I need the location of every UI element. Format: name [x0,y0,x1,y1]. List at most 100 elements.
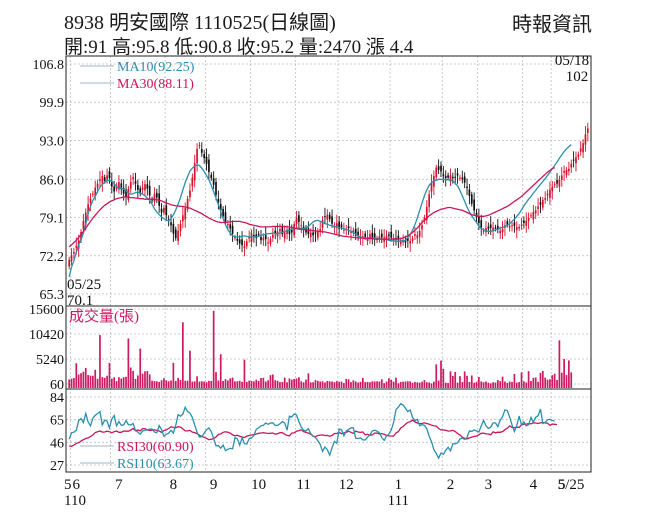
rsi30-legend: RSI30(60.90) [117,440,194,455]
volume-bar [96,378,99,388]
candle-body [324,216,326,218]
volume-bar [326,380,329,388]
candle-body [255,234,258,239]
candle-body [499,230,502,234]
candle-body [208,159,210,173]
candle-body [492,227,494,231]
volume-bar [480,381,483,388]
candle-body [553,184,556,186]
candle-body [328,214,331,220]
volume-bar [354,381,357,388]
candle-body [96,183,99,188]
volume-bar [388,378,390,388]
grid-lines [66,56,591,472]
volume-bar [459,376,461,388]
ma10-legend: MA10(92.25) [117,60,195,75]
volume-bar [558,340,561,388]
volume-bar [293,378,296,388]
candle-body [174,229,177,239]
candle-body [231,225,234,234]
volume-bar [108,362,111,388]
candle-body [113,186,116,192]
candle-body [418,230,421,237]
candle-body [120,183,123,190]
volume-bar [286,382,288,388]
candle-body [127,188,130,200]
candle-body [75,245,78,248]
candle-body [279,229,281,232]
volume-bar [451,375,454,388]
candle-body [243,246,246,248]
volume-bar [177,377,179,388]
candle-body [482,230,485,232]
volume-bar [385,381,388,388]
candle-body [160,208,163,213]
volume-bar [473,382,475,388]
volume-bar [373,381,376,388]
volume-bar [338,381,341,388]
candle-body [153,194,156,202]
candle-body [106,175,108,180]
candle-body [224,212,227,222]
price-tick-label: 93.0 [40,134,65,149]
volume-bar [115,381,118,388]
volume-bar [316,380,319,388]
volume-bar [499,381,502,388]
axis-text: 106.899.993.086.079.172.265.315600104205… [29,53,589,509]
candle-body [338,221,341,229]
x-tick-label: 11 [296,477,310,493]
candle-body [466,186,468,189]
volume-bar [511,381,513,388]
volume-bar [125,376,127,388]
volume-bar [205,382,208,388]
candle-body [558,179,561,187]
candle-body [402,241,404,243]
volume-bar [260,377,262,388]
volume-bar [262,377,265,388]
candle-body [454,176,457,178]
candle-body [461,177,464,180]
candle-body [515,226,518,230]
x-tick-label: 6 [73,477,81,493]
candle-body [238,239,241,244]
candle-body [579,148,582,152]
candle-body [444,175,447,179]
volume-bar [492,382,494,388]
volume-bar [151,380,153,388]
volume-bar [302,382,305,388]
candle-body [496,225,499,230]
volume-bar [447,383,449,388]
volume-bar [75,363,78,388]
volume-bar [456,382,459,388]
candle-body [532,211,535,220]
price-candles [68,122,589,270]
candle-body [274,230,277,234]
candle-body [568,168,570,172]
candle-body [541,199,544,208]
volume-bar [357,382,359,388]
candle-body [316,230,319,238]
volume-bar [449,371,452,388]
candle-body [184,208,187,220]
candle-body [456,173,459,176]
volume-bar [314,380,317,388]
volume-bar [520,372,523,388]
price-tick-label: 72.2 [40,250,65,265]
volume-bar [435,364,438,388]
candle-body [459,177,461,179]
volume-bar [274,380,277,388]
candle-body [326,214,329,220]
candle-body [68,259,71,267]
candle-body [264,234,267,240]
candle-body [298,215,300,222]
volume-bar [212,310,215,388]
volume-bar [70,378,73,388]
candle-body [82,220,85,230]
candle-body [423,217,426,222]
volume-bar [68,379,71,388]
volume-bar [283,377,286,388]
volume-bar [290,379,293,388]
x-tick-label: 3 [485,477,493,493]
candle-body [125,189,127,198]
volume-bar [165,380,168,388]
